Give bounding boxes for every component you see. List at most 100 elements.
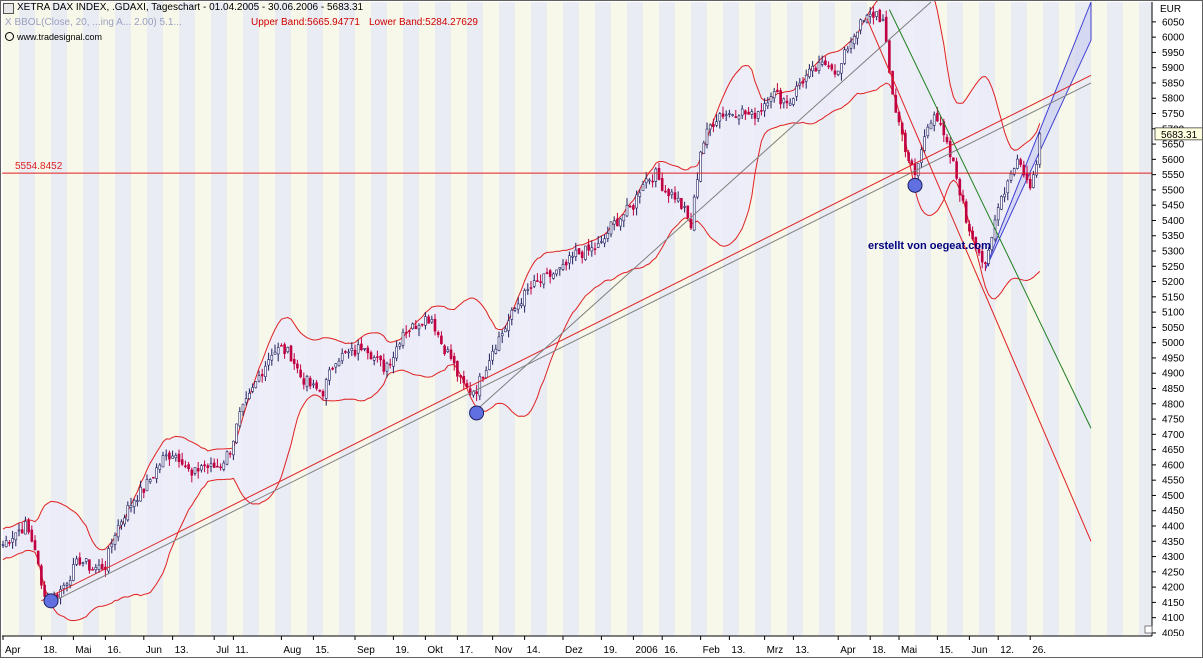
candle-body <box>462 376 466 384</box>
window-menu-icon[interactable] <box>3 3 14 14</box>
candle <box>212 458 216 468</box>
candle-body <box>203 464 206 467</box>
candle-body <box>116 525 120 538</box>
candle-body <box>382 359 386 372</box>
candle-body <box>824 60 827 65</box>
candle <box>932 111 936 132</box>
candle <box>4 535 8 548</box>
candle-body <box>833 70 837 75</box>
trendline-support-gray-lower <box>50 82 1092 603</box>
candle-body <box>372 357 376 361</box>
candle <box>632 203 635 216</box>
candle <box>673 186 677 204</box>
candle <box>580 250 584 264</box>
candle <box>347 348 350 359</box>
candle <box>196 462 200 479</box>
candle-body <box>1028 178 1032 189</box>
candle-body <box>875 11 878 17</box>
candle-body <box>481 377 485 379</box>
candle <box>478 373 482 401</box>
upper-band-label: Upper Band:5665.94771 <box>251 17 360 28</box>
stripe <box>3 2 19 636</box>
candle <box>593 242 597 255</box>
candle-body <box>574 249 578 257</box>
candle-body <box>305 376 309 387</box>
candle-body <box>100 563 104 570</box>
candle <box>520 298 523 309</box>
trendline-down-green <box>888 9 1092 429</box>
x-tick-label: Jun <box>146 645 162 656</box>
candle <box>1009 170 1013 184</box>
candle-body <box>379 355 382 361</box>
candle <box>456 360 459 382</box>
candle <box>750 108 754 119</box>
y-tick-label: 5850 <box>1162 78 1185 89</box>
candle <box>760 102 763 116</box>
candle-body <box>369 352 373 360</box>
candle <box>529 281 533 295</box>
candle <box>792 97 795 107</box>
candle <box>513 306 517 313</box>
candle-body <box>820 61 824 65</box>
candle <box>1006 179 1010 201</box>
candle <box>36 550 40 567</box>
x-tick-label: 13. <box>175 645 189 656</box>
y-tick-label: 4750 <box>1162 415 1185 426</box>
candle-body <box>308 377 312 387</box>
candle-body <box>251 387 254 392</box>
stripe <box>179 2 195 636</box>
x-tick-label: Sep <box>357 645 375 656</box>
candle-body <box>676 197 680 202</box>
candle <box>14 532 18 547</box>
candle <box>958 177 962 202</box>
candle-body <box>315 382 318 389</box>
candle <box>350 342 354 357</box>
horizontal-line-label: 5554.8452 <box>15 161 63 172</box>
candle-body <box>292 359 296 365</box>
candle <box>555 269 558 277</box>
candle-body <box>155 467 158 479</box>
candle-body <box>817 61 821 71</box>
y-tick-label: 4400 <box>1162 522 1185 533</box>
candle-body <box>779 90 782 105</box>
candle <box>699 150 702 183</box>
stripe <box>675 2 691 636</box>
candle-body <box>504 328 507 333</box>
candle <box>142 488 146 499</box>
candle-body <box>932 114 936 126</box>
stripe <box>1027 2 1043 636</box>
candle-body <box>280 345 283 347</box>
candle-body <box>430 319 434 323</box>
candle-body <box>395 346 398 359</box>
candle-body <box>811 65 814 72</box>
candle-body <box>507 320 510 332</box>
candle <box>392 351 395 374</box>
candle <box>372 355 376 366</box>
candle <box>920 145 923 168</box>
stripe <box>867 2 883 636</box>
stripe <box>19 2 35 636</box>
candle <box>734 109 738 119</box>
candle <box>801 76 805 88</box>
candle-body <box>654 168 658 182</box>
pivot-marker <box>907 177 923 193</box>
candle <box>542 273 546 289</box>
candle <box>497 331 501 352</box>
candle <box>264 361 267 382</box>
candle-body <box>798 82 802 86</box>
candle-body <box>161 455 165 468</box>
candle-body <box>283 344 286 354</box>
candle <box>571 251 574 265</box>
candle-body <box>596 243 600 248</box>
candle-body <box>564 261 568 266</box>
candle-body <box>606 233 610 239</box>
candle-body <box>468 388 472 395</box>
y-tick-label: 4200 <box>1162 583 1185 594</box>
candle-body <box>804 74 808 82</box>
candle <box>500 329 504 344</box>
candle-body <box>196 468 200 472</box>
x-tick-label: 19. <box>603 645 617 656</box>
candle <box>132 498 136 514</box>
candle-body <box>840 63 843 74</box>
candle-body <box>609 221 613 235</box>
